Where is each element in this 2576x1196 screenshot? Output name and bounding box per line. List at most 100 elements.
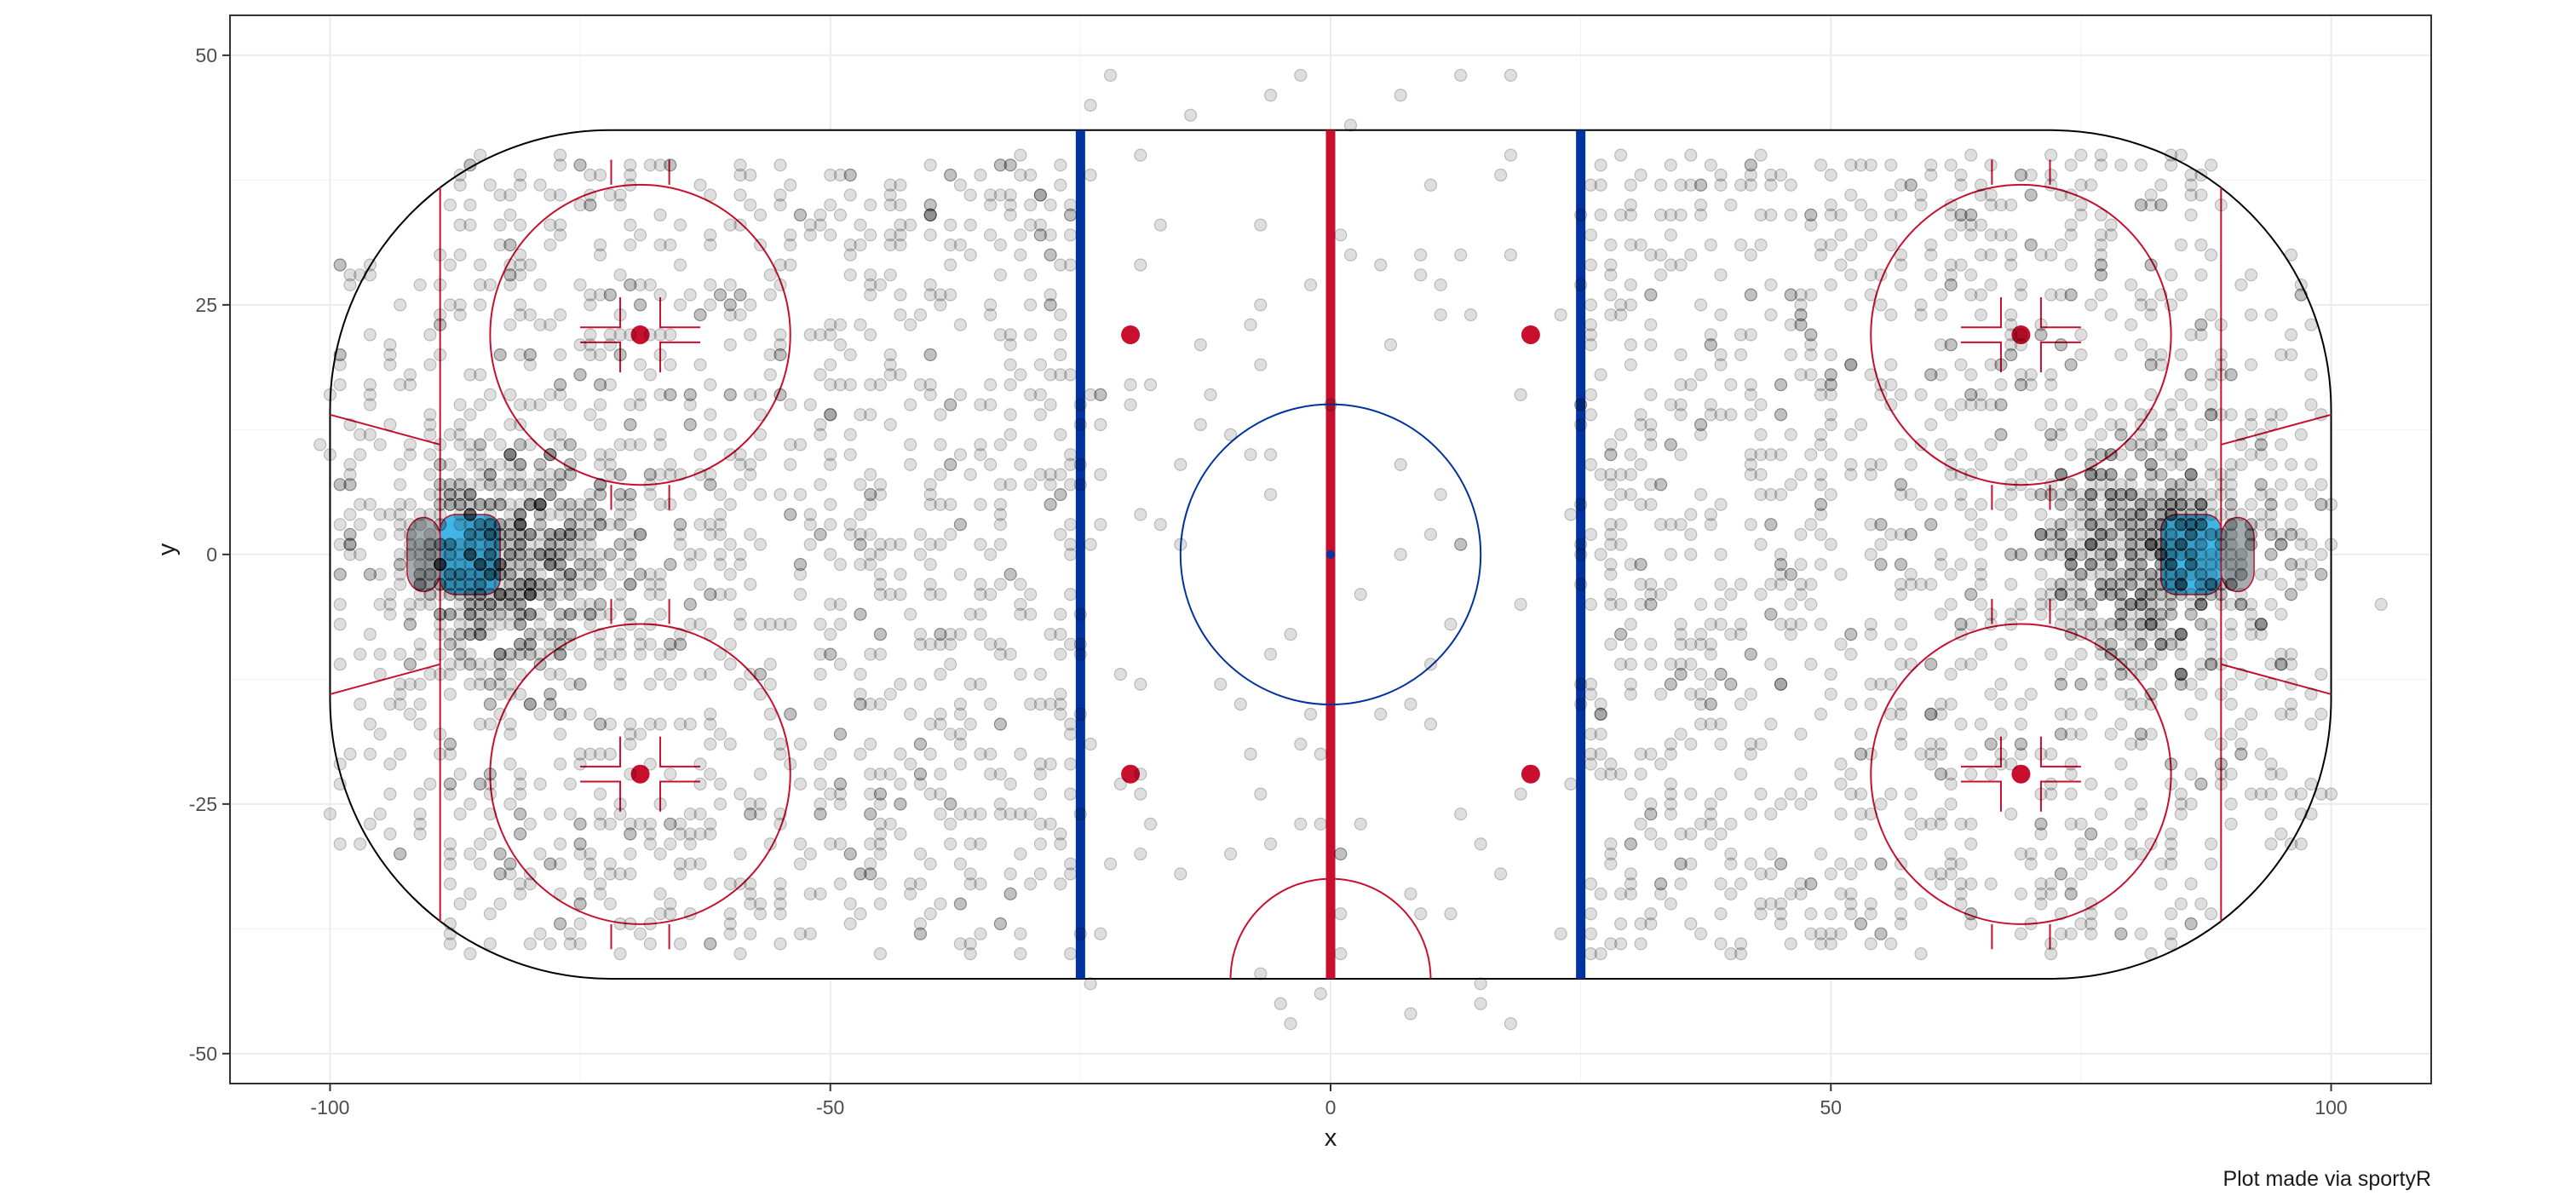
data-point — [1714, 827, 1728, 841]
data-point — [543, 557, 557, 572]
data-point — [434, 557, 447, 572]
data-point — [1924, 268, 1938, 282]
data-point — [463, 527, 477, 542]
data-point — [523, 628, 537, 641]
data-point — [673, 867, 687, 881]
data-point — [1804, 907, 1818, 921]
data-point — [1033, 768, 1047, 781]
data-point — [573, 578, 587, 591]
data-point — [2094, 208, 2107, 221]
data-point — [2294, 278, 2308, 292]
data-point — [474, 597, 487, 612]
data-point — [553, 607, 567, 621]
data-point — [533, 548, 547, 561]
data-point — [1994, 527, 2008, 542]
data-point — [584, 597, 597, 612]
data-point — [1914, 817, 1928, 831]
data-point — [1804, 448, 1818, 462]
data-point — [584, 548, 597, 561]
data-point — [1954, 658, 1968, 671]
data-point — [843, 897, 857, 911]
data-point — [1714, 358, 1728, 371]
data-point — [1193, 417, 1207, 432]
data-point — [1944, 338, 1958, 352]
data-point — [2205, 308, 2218, 322]
data-point — [514, 258, 527, 272]
data-point — [603, 647, 617, 661]
data-point — [624, 847, 637, 861]
data-point — [2154, 428, 2168, 441]
data-point — [1174, 457, 1187, 471]
data-point — [873, 698, 888, 711]
data-point — [993, 438, 1008, 451]
data-point — [643, 478, 657, 492]
data-point — [1024, 328, 1038, 342]
data-point — [2165, 607, 2178, 621]
data-point — [704, 877, 717, 891]
data-point — [474, 618, 487, 631]
data-point — [474, 588, 487, 601]
data-point — [953, 897, 968, 911]
data-point — [1954, 817, 1968, 831]
data-point — [814, 777, 827, 791]
data-point — [2214, 588, 2228, 601]
data-point — [453, 548, 467, 561]
data-point — [843, 847, 857, 861]
data-point — [873, 567, 888, 581]
data-point — [394, 567, 407, 581]
data-point — [1984, 158, 1998, 172]
data-point — [514, 457, 527, 471]
data-point — [944, 238, 957, 252]
data-point — [2194, 417, 2208, 432]
data-point — [653, 717, 667, 731]
data-point — [474, 777, 487, 791]
data-point — [2074, 148, 2088, 162]
data-point — [1794, 727, 1808, 741]
data-point — [2165, 508, 2178, 521]
data-point — [474, 398, 487, 411]
data-point — [2244, 518, 2258, 532]
data-point — [693, 757, 707, 771]
data-point — [403, 497, 417, 511]
data-point — [1964, 448, 1978, 462]
data-point — [753, 907, 768, 921]
data-point — [664, 158, 677, 172]
data-point — [1014, 148, 1027, 162]
data-point — [1644, 338, 1658, 352]
data-point — [434, 348, 447, 362]
data-point — [894, 797, 907, 811]
data-point — [1704, 328, 1717, 342]
data-point — [403, 438, 417, 451]
data-point — [593, 348, 607, 362]
data-point — [493, 557, 507, 572]
data-point — [463, 887, 477, 900]
data-point — [704, 378, 717, 392]
data-point — [603, 607, 617, 621]
data-point — [1854, 727, 1868, 741]
data-point — [1814, 557, 1828, 572]
data-point — [713, 518, 727, 532]
data-point — [833, 727, 848, 741]
data-point — [553, 538, 567, 551]
data-point — [803, 538, 817, 551]
data-point — [873, 588, 888, 601]
data-point — [493, 588, 507, 601]
data-point — [514, 618, 527, 631]
data-point — [514, 508, 527, 521]
data-point — [864, 548, 877, 561]
data-point — [2165, 607, 2178, 621]
data-point — [1864, 268, 1877, 282]
data-point — [474, 148, 487, 162]
data-point — [974, 607, 987, 621]
data-point — [2044, 148, 2058, 162]
data-point — [833, 338, 848, 352]
data-point — [1814, 248, 1828, 262]
data-point — [1054, 687, 1067, 701]
data-point — [443, 637, 457, 651]
data-point — [854, 408, 867, 422]
data-point — [873, 538, 888, 551]
data-point — [1944, 768, 1958, 781]
data-point — [713, 777, 727, 791]
data-point — [673, 518, 687, 532]
data-point — [1653, 687, 1668, 701]
